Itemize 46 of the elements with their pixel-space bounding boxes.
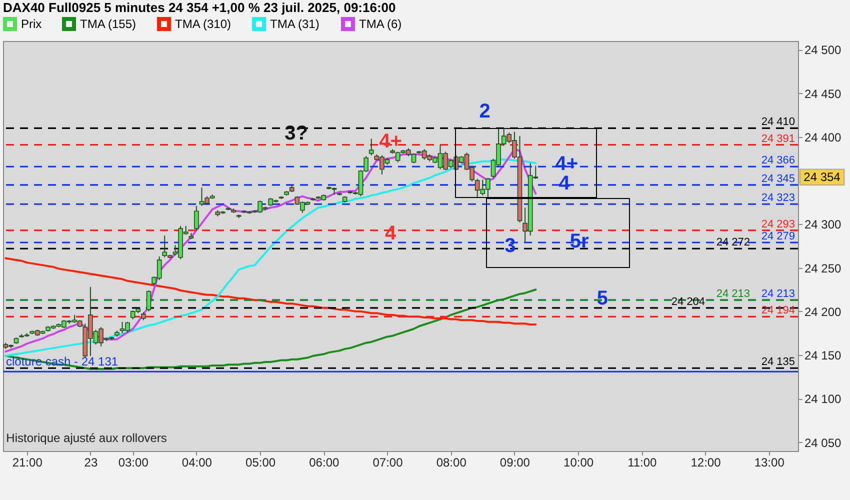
legend-label: Prix [21,17,42,31]
x-tick-label: 08:00 [436,456,467,470]
annotation: 5 [596,287,608,310]
x-tick-label: 05:00 [246,456,276,470]
x-tick-label: 11:00 [628,456,658,470]
ref-line-label: 24 366 [761,154,795,167]
y-tick-label: 24 150 [804,348,842,363]
x-tick-label: 04:00 [182,456,212,470]
legend-label: TMA (31) [270,17,320,31]
chart-title: DAX40 Full0925 5 minutes 24 354 +1,00 % 23 juil. 2025, 09:16:00 [3,0,396,15]
legend-label: TMA (310) [175,17,232,31]
ref-line-label: 24 410 [761,116,795,128]
y-tick-label: 24 200 [804,304,842,319]
annotation: 3? [284,122,308,145]
x-tick-label: 07:00 [372,456,404,470]
ref-line-label: 24 213 [716,288,750,300]
y-tick-label: 24 250 [804,261,842,276]
annotation: 4+ [379,130,402,152]
ref-line-label: 24 204 [671,296,705,308]
ref-line-label: 24 279 [761,230,795,243]
legend-label: TMA (6) [359,17,402,31]
x-tick-label: 03:00 [118,456,149,470]
x-tick-label: 09:00 [500,456,530,470]
ref-line-label: 24 293 [761,218,795,230]
ref-line-label: 24 213 [761,288,795,300]
x-tick-label: 06:00 [309,456,340,470]
ref-line-label: 24 345 [761,172,795,185]
annotation: 2 [479,100,490,123]
text: 24 354 [804,170,841,184]
y-tick-label: 24 300 [804,218,842,232]
annotation: Historique ajusté aux rollovers [6,430,167,445]
x-tick-label: 21:00 [12,456,43,470]
x-tick-label: 12:00 [690,456,722,470]
y-tick-label: 24 050 [804,436,842,450]
ref-line-label: 24 135 [761,356,795,368]
annotation: 3 [504,235,516,257]
x-tick-label: 23 [84,456,98,470]
y-tick-label: 24 450 [804,86,842,101]
x-tick-label: 10:00 [564,456,594,470]
x-tick-label: 13:00 [754,456,785,470]
y-tick-label: 24 500 [804,43,842,58]
y-tick-label: 24 100 [804,392,842,406]
y-tick-label: 24 400 [804,130,842,144]
legend-label: TMA (155) [80,17,136,31]
ref-line-label: 24 391 [761,132,795,145]
ref-line-label: 24 323 [761,192,795,204]
